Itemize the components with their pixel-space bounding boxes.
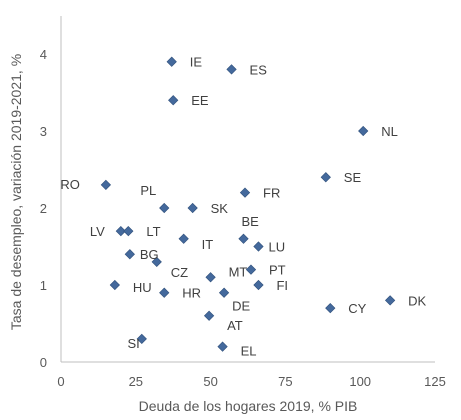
data-point-ie [166, 56, 177, 67]
data-point-cz [151, 256, 162, 268]
data-point-de [218, 287, 230, 298]
point-label-at: AT [227, 318, 243, 333]
point-label-se: SE [344, 170, 362, 185]
data-point-pt [245, 264, 257, 275]
data-points [100, 56, 396, 352]
point-label-de: DE [232, 299, 250, 314]
y-tick-labels: 0 1 2 3 4 [40, 47, 47, 370]
axes [60, 16, 435, 363]
point-label-si: SI [127, 336, 139, 351]
data-point-at [203, 310, 215, 321]
point-label-cz: CZ [171, 265, 188, 280]
x-tick-label: 100 [349, 374, 371, 389]
data-point-pl [159, 202, 170, 214]
y-tick-label: 3 [40, 124, 47, 139]
point-label-ee: EE [191, 93, 209, 108]
data-point-dk [384, 295, 396, 306]
point-label-be: BE [242, 214, 260, 229]
point-label-pl: PL [140, 183, 156, 198]
point-label-nl: NL [381, 124, 398, 139]
data-point-bg [124, 249, 135, 260]
point-label-lu: LU [268, 240, 285, 255]
x-tick-label: 125 [424, 374, 446, 389]
point-label-fi: FI [276, 278, 288, 293]
data-point-ee [168, 95, 179, 106]
data-point-es [226, 64, 237, 75]
x-tick-label: 25 [129, 374, 143, 389]
data-point-mt [205, 272, 216, 283]
data-point-it [178, 233, 189, 244]
point-label-mt: MT [229, 264, 248, 279]
point-label-el: EL [241, 344, 257, 359]
point-labels: IE ES EE NL SE RO PL SK FR LV LT IT BE LU BG CZ PT MT HU HR… [60, 55, 426, 359]
point-label-es: ES [250, 62, 268, 77]
data-point-se [320, 172, 331, 183]
x-axis-title: Deuda de los hogares 2019, % PIB [139, 398, 358, 414]
data-point-el [217, 341, 228, 352]
point-label-lt: LT [146, 224, 160, 239]
x-tick-labels: 0 25 50 75 100 125 [57, 374, 445, 389]
data-point-fr [239, 187, 251, 198]
point-label-pt: PT [269, 263, 286, 278]
data-point-lv [115, 225, 126, 237]
data-point-lu [253, 241, 264, 252]
data-point-cy [325, 302, 336, 314]
y-tick-label: 4 [40, 47, 47, 62]
data-point-si [136, 333, 147, 345]
point-label-dk: DK [408, 293, 426, 308]
y-tick-label: 0 [40, 355, 47, 370]
data-point-nl [358, 125, 369, 137]
x-tick-label: 75 [278, 374, 292, 389]
point-label-bg: BG [140, 247, 159, 262]
y-tick-label: 1 [40, 278, 47, 293]
point-label-ie: IE [190, 55, 203, 70]
x-tick-label: 50 [203, 374, 217, 389]
y-tick-label: 2 [40, 201, 47, 216]
data-point-hr [159, 287, 170, 298]
point-label-sk: SK [211, 201, 229, 216]
x-tick-label: 0 [57, 374, 64, 389]
data-point-hu [109, 279, 120, 291]
data-point-be [238, 233, 249, 244]
point-label-hr: HR [182, 286, 201, 301]
data-point-lt [123, 225, 134, 237]
point-label-cy: CY [348, 301, 366, 316]
data-point-fi [253, 279, 264, 291]
point-label-ro: RO [60, 177, 80, 192]
point-label-hu: HU [133, 280, 152, 295]
point-label-it: IT [202, 237, 214, 252]
y-axis-title: Tasa de desempleo, variación 2019-2021, … [8, 54, 24, 330]
point-label-fr: FR [263, 186, 280, 201]
point-label-lv: LV [90, 224, 105, 239]
data-point-ro [100, 179, 112, 191]
data-point-sk [187, 202, 198, 214]
